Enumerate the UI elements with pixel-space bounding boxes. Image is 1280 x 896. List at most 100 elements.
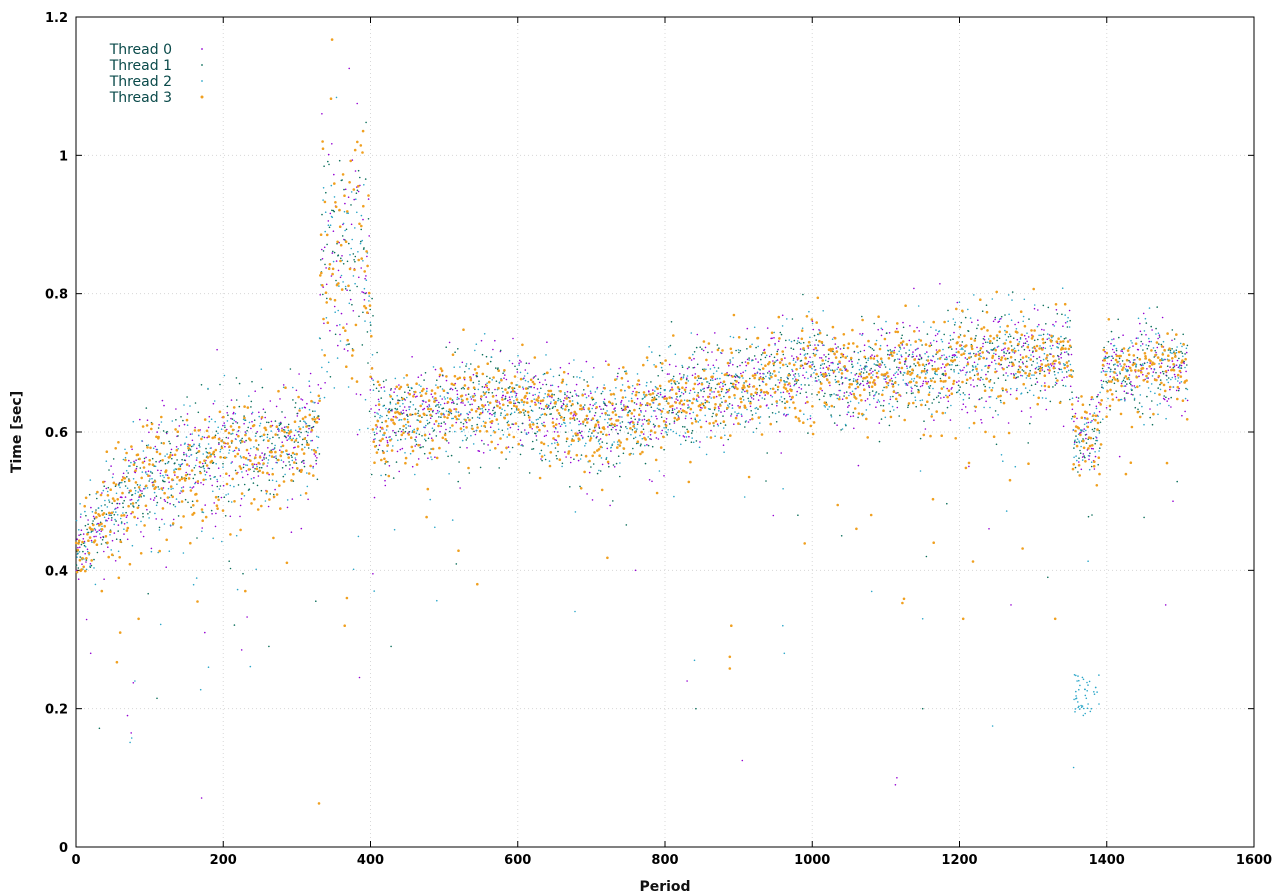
data-point xyxy=(1139,330,1142,333)
data-point xyxy=(466,437,469,439)
data-point xyxy=(1154,392,1156,395)
data-point xyxy=(1097,415,1099,418)
data-point xyxy=(464,434,467,437)
data-point xyxy=(907,404,910,407)
data-point xyxy=(759,416,762,418)
data-point xyxy=(501,429,504,432)
data-point xyxy=(825,356,827,358)
data-point xyxy=(1060,335,1062,338)
data-point xyxy=(185,455,188,457)
data-point xyxy=(379,430,382,432)
data-point xyxy=(1124,380,1127,383)
data-point xyxy=(655,415,657,418)
data-point xyxy=(1182,333,1184,336)
data-point xyxy=(132,463,136,467)
data-point xyxy=(451,388,454,391)
data-point xyxy=(1021,361,1024,364)
data-point xyxy=(269,493,272,495)
data-point xyxy=(848,379,851,382)
data-point xyxy=(75,570,79,574)
data-point xyxy=(93,518,96,520)
data-point xyxy=(744,369,747,372)
data-point xyxy=(892,395,894,398)
data-point xyxy=(280,459,283,462)
data-point xyxy=(208,467,211,470)
data-point xyxy=(212,450,216,454)
data-point xyxy=(778,340,780,343)
data-point xyxy=(1010,319,1013,322)
data-point xyxy=(976,363,979,366)
data-point xyxy=(1065,337,1067,339)
data-point xyxy=(304,446,306,449)
data-point xyxy=(1155,327,1157,330)
data-point xyxy=(839,348,842,350)
data-point xyxy=(404,391,406,394)
data-point xyxy=(294,457,297,459)
data-point xyxy=(1173,350,1175,352)
data-point xyxy=(372,573,374,575)
data-point xyxy=(965,365,968,367)
data-point xyxy=(838,383,841,386)
data-point xyxy=(291,459,294,462)
data-point xyxy=(683,399,686,402)
data-point xyxy=(290,531,293,533)
data-point xyxy=(1113,344,1116,347)
data-point xyxy=(925,380,927,383)
data-point xyxy=(188,465,190,467)
data-point xyxy=(154,486,157,489)
data-point xyxy=(981,310,984,313)
data-point xyxy=(1122,379,1125,382)
data-point xyxy=(675,413,678,415)
data-point xyxy=(1077,400,1079,402)
data-point xyxy=(498,381,501,384)
data-point xyxy=(991,387,994,389)
data-point xyxy=(1169,349,1172,352)
data-point xyxy=(328,226,331,229)
data-point xyxy=(818,329,820,331)
data-point xyxy=(1071,408,1074,411)
data-point xyxy=(1094,455,1097,458)
data-point xyxy=(901,344,904,346)
data-point xyxy=(588,471,591,474)
data-point xyxy=(547,406,549,408)
data-point xyxy=(166,496,170,499)
data-point xyxy=(521,422,524,425)
data-point xyxy=(778,382,781,384)
data-point xyxy=(1152,371,1155,373)
data-point xyxy=(802,374,804,377)
x-axis-title: Period xyxy=(639,879,690,895)
data-point xyxy=(1045,408,1048,411)
data-point xyxy=(1178,365,1181,368)
data-point xyxy=(532,377,535,379)
data-point xyxy=(1090,421,1092,424)
data-point xyxy=(169,524,172,526)
data-point xyxy=(475,429,478,432)
data-point xyxy=(572,376,575,378)
data-point xyxy=(1140,345,1142,347)
data-point xyxy=(166,501,169,504)
data-point xyxy=(407,386,410,389)
data-point xyxy=(1095,407,1098,410)
data-point xyxy=(158,488,160,491)
data-point xyxy=(1092,398,1094,401)
data-point xyxy=(1084,434,1087,436)
data-point xyxy=(162,487,165,489)
data-point xyxy=(746,408,748,411)
data-point xyxy=(258,469,262,473)
data-point xyxy=(406,396,408,399)
data-point xyxy=(78,558,82,562)
data-point xyxy=(208,451,211,455)
data-point xyxy=(839,389,842,392)
data-point xyxy=(183,404,185,406)
data-point xyxy=(897,369,900,371)
data-point xyxy=(428,410,431,413)
data-point xyxy=(373,438,375,441)
data-point xyxy=(593,367,595,369)
data-point xyxy=(1076,441,1078,444)
data-point xyxy=(78,551,81,553)
data-point xyxy=(370,473,373,476)
data-point xyxy=(124,480,126,483)
data-point xyxy=(1063,337,1066,340)
data-point xyxy=(532,448,535,450)
